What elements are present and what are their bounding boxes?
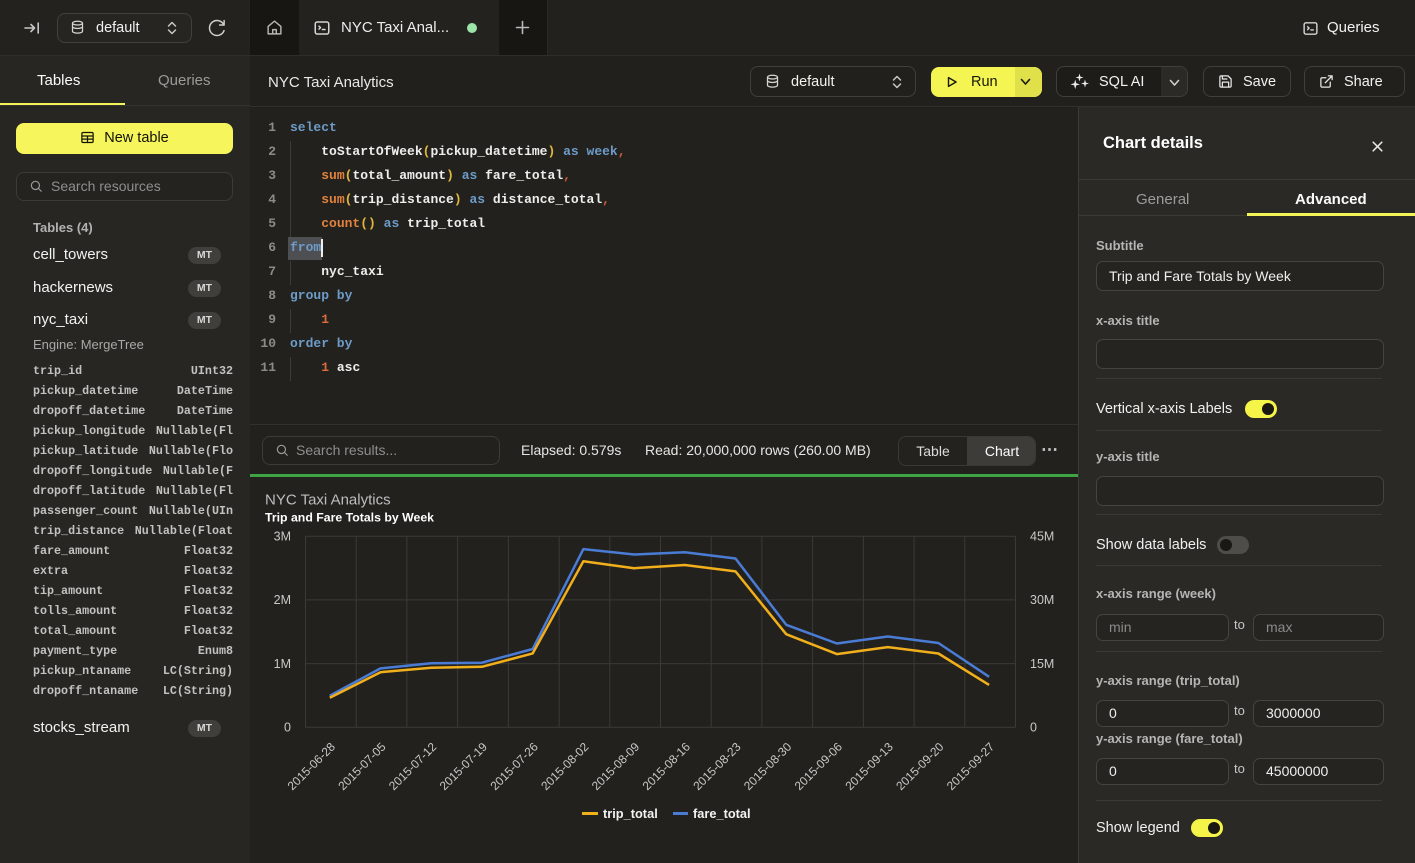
svg-text:0: 0 (1030, 720, 1037, 734)
svg-text:2015-07-19: 2015-07-19 (437, 739, 491, 793)
svg-text:NYC Taxi Analytics: NYC Taxi Analytics (265, 491, 391, 508)
svg-text:2015-09-13: 2015-09-13 (843, 739, 897, 793)
svg-text:15M: 15M (1030, 656, 1054, 670)
svg-text:2M: 2M (274, 593, 291, 607)
svg-text:2015-08-02: 2015-08-02 (538, 739, 592, 793)
svg-text:3M: 3M (274, 529, 291, 543)
svg-text:1M: 1M (274, 656, 291, 670)
svg-text:0: 0 (284, 720, 291, 734)
svg-text:2015-09-27: 2015-09-27 (944, 739, 998, 793)
svg-text:2015-08-23: 2015-08-23 (690, 739, 744, 793)
svg-text:2015-07-12: 2015-07-12 (386, 739, 440, 793)
svg-text:2015-08-16: 2015-08-16 (640, 739, 694, 793)
svg-text:trip_total: trip_total (603, 806, 658, 821)
svg-text:2015-08-30: 2015-08-30 (741, 739, 795, 793)
svg-text:45M: 45M (1030, 529, 1054, 543)
svg-text:2015-06-28: 2015-06-28 (285, 739, 339, 793)
svg-text:2015-08-09: 2015-08-09 (589, 739, 643, 793)
svg-text:Trip and Fare Totals by Week: Trip and Fare Totals by Week (265, 510, 434, 524)
svg-text:2015-07-26: 2015-07-26 (488, 739, 542, 793)
svg-text:2015-09-20: 2015-09-20 (893, 739, 947, 793)
svg-text:30M: 30M (1030, 593, 1054, 607)
svg-text:2015-07-05: 2015-07-05 (335, 739, 389, 793)
svg-text:2015-09-06: 2015-09-06 (792, 739, 846, 793)
svg-text:fare_total: fare_total (693, 806, 751, 821)
